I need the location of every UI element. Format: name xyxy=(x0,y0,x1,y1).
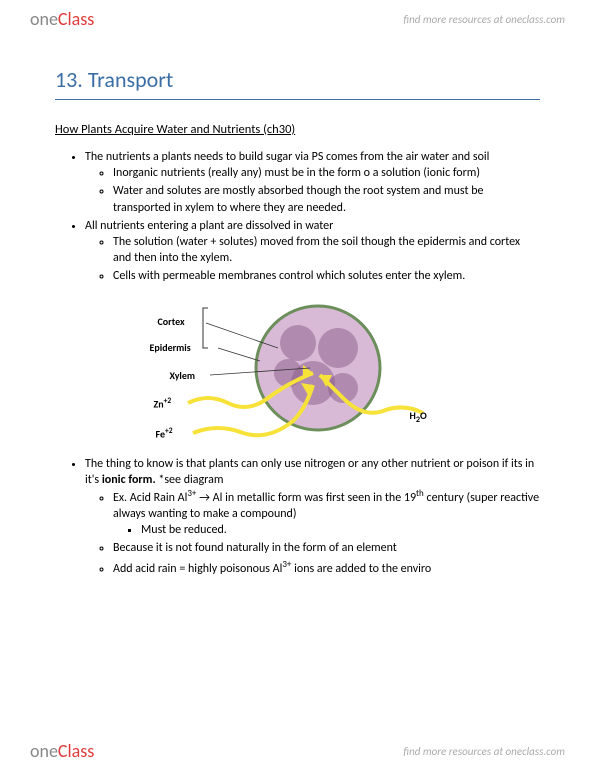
bullet-text: *see diagram xyxy=(156,473,224,487)
list-item: Add acid rain = highly poisonous Al3+ io… xyxy=(113,559,540,577)
list-item: Ex. Acid Rain Al3+ → Al in metallic form… xyxy=(113,488,540,539)
list-item: The solution (water + solutes) moved fro… xyxy=(113,234,540,266)
document-content: 13. Transport How Plants Acquire Water a… xyxy=(0,34,595,577)
diagram-label-cortex: Cortex xyxy=(158,315,185,328)
logo: oneClass xyxy=(30,740,94,762)
page-header: oneClass find more resources at oneclass… xyxy=(0,0,595,34)
diagram-label-fe: Fe+2 xyxy=(156,427,173,440)
list-item: All nutrients entering a plant are disso… xyxy=(85,218,540,285)
list-item: Water and solutes are mostly absorbed th… xyxy=(113,183,540,215)
section-heading: How Plants Acquire Water and Nutrients (… xyxy=(55,122,540,137)
diagram-label-xylem: Xylem xyxy=(170,369,196,382)
diagram-label-zn: Zn+2 xyxy=(154,397,172,410)
bullet-list-1: The nutrients a plants needs to build su… xyxy=(55,149,540,285)
logo-text-class: Class xyxy=(58,8,94,30)
list-item: The nutrients a plants needs to build su… xyxy=(85,149,540,216)
diagram-label-epidermis: Epidermis xyxy=(150,341,191,354)
list-item: The thing to know is that plants can onl… xyxy=(85,456,540,577)
bullet-text-bold: ionic form. xyxy=(102,473,156,487)
logo-text-one: one xyxy=(30,740,58,762)
diagram-label-h2o: H2O xyxy=(410,409,427,425)
logo-text-class: Class xyxy=(58,740,94,762)
bullet-text: All nutrients entering a plant are disso… xyxy=(85,219,333,233)
list-item: Cells with permeable membranes control w… xyxy=(113,268,540,284)
root-cross-section-diagram: Cortex Epidermis Xylem Zn+2 Fe+2 H2O xyxy=(148,293,448,448)
logo: oneClass xyxy=(30,8,94,30)
bullet-list-2: The thing to know is that plants can onl… xyxy=(55,456,540,577)
footer-tagline: find more resources at oneclass.com xyxy=(403,745,565,758)
page-footer: oneClass find more resources at oneclass… xyxy=(0,732,595,766)
title-rule xyxy=(55,99,540,100)
logo-text-one: one xyxy=(30,8,58,30)
header-tagline: find more resources at oneclass.com xyxy=(403,13,565,26)
list-item: Because it is not found naturally in the… xyxy=(113,540,540,556)
bullet-text: The nutrients a plants needs to build su… xyxy=(85,150,489,164)
list-item: Must be reduced. xyxy=(141,522,540,538)
page-title: 13. Transport xyxy=(55,66,540,93)
list-item: Inorganic nutrients (really any) must be… xyxy=(113,165,540,181)
